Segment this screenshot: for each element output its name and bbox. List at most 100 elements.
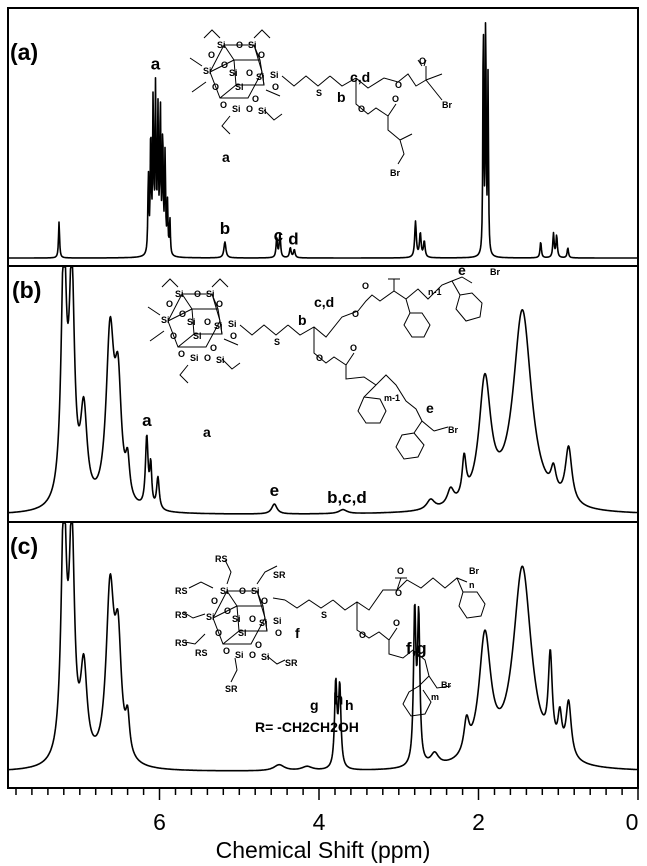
rs-group: RS [175,610,188,620]
oxygen-atom: O [395,80,402,90]
spectra-layer [8,22,638,772]
r-definition: R= -CH2CH2OH [255,719,359,735]
si-atom: Si [203,66,212,76]
o-atom: O [211,596,218,606]
label-h: h [345,697,354,713]
label-g: g [310,697,319,713]
poss-cage-a: Si O Si O O Si O Si O Si Si O Si O O O S… [189,29,283,135]
panel-label-c: (c) [10,533,38,559]
si-atom: Si [217,40,226,50]
oxygen-atom: O [350,343,357,353]
si-atom: Si [206,612,215,622]
label-b: b [337,89,346,105]
label-b: b [298,312,307,328]
oxygen-atom: O [397,566,404,576]
sr-group: SR [285,658,298,668]
spectrum-trace-2 [8,266,638,515]
peak-label: f,g [406,639,427,658]
o-atom: O [246,104,253,114]
o-atom: O [215,628,222,638]
o-atom: O [230,331,237,341]
o-atom: O [252,94,259,104]
bromine-atom: Br [490,267,500,277]
oxygen-atom: O [352,309,359,319]
label-f: f [295,625,300,641]
si-atom: Si [232,614,241,624]
peak-label: b [220,219,230,238]
bromine-atom: Br [442,100,452,110]
peak-label: a [142,411,152,430]
si-atom: Si [187,317,196,327]
o-atom: O [210,343,217,353]
sr-group: SR [273,570,286,580]
o-atom: O [179,309,186,319]
x-tick-label: 0 [626,809,639,835]
x-axis-title: Chemical Shift (ppm) [216,837,431,863]
x-axis: 6 4 2 0 [15,788,639,835]
bromine-atom: Br [441,680,451,690]
panel-label-b: (b) [12,277,41,303]
si-atom: Si [248,40,257,50]
peak-annotation-layer: a b c d a e b,c,d h f,g [142,54,427,708]
o-atom: O [204,353,211,363]
o-atom: O [261,596,268,606]
poss-cage-b: Si O Si O O Si O Si O Si Si O Si O O O S… [147,278,241,384]
o-atom: O [249,650,256,660]
si-atom: Si [232,104,241,114]
spectrum-trace-3 [8,522,638,772]
si-atom: Si [216,355,225,365]
o-atom: O [208,50,215,60]
oxygen-atom: O [392,94,399,104]
label-a: a [203,424,211,440]
o-atom: O [204,317,211,327]
structure-a: Si O Si O O Si O Si O Si Si O Si O O O S… [189,29,452,178]
o-atom: O [258,50,265,60]
o-atom: O [246,68,253,78]
si-atom: Si [228,319,237,329]
si-atom: Si [251,586,260,596]
peak-label: h [333,689,343,708]
o-atom: O [178,349,185,359]
label-a: a [222,149,230,165]
si-atom: Si [161,315,170,325]
panel-label-a: (a) [10,39,38,65]
label-cd: c,d [314,294,334,310]
x-tick-label: 4 [313,809,326,835]
oxygen-atom: O [316,353,323,363]
x-tick-label: 2 [472,809,485,835]
o-atom: O [249,614,256,624]
si-atom: Si [235,82,244,92]
oxygen-atom: O [358,104,365,114]
si-atom: Si [220,586,229,596]
si-atom: Si [206,289,215,299]
si-atom: Si [258,106,267,116]
o-atom: O [272,82,279,92]
peak-label: a [151,54,161,73]
si-atom: Si [238,628,247,638]
sulfur-atom: S [274,337,280,347]
si-atom: Si [235,650,244,660]
oxygen-atom: O [362,281,369,291]
si-atom: Si [256,72,265,82]
spectrum-trace-1 [8,22,638,259]
repeat-n: n [469,580,475,590]
rs-group: RS [215,554,228,564]
label-e-lower: e [426,400,434,416]
peak-label: b,c,d [327,488,367,507]
peak-label: c [274,226,283,245]
bromine-atom: Br [390,168,400,178]
o-atom: O [221,60,228,70]
sulfur-atom: S [316,88,322,98]
rs-group: RS [195,648,208,658]
si-atom: Si [175,289,184,299]
structure-c: Si O Si O O Si O Si O Si Si O Si O O O S… [175,554,486,735]
oxygen-atom: O [393,618,400,628]
si-atom: Si [193,331,202,341]
si-atom: Si [261,652,270,662]
sr-group: SR [225,684,238,694]
bromine-atom: Br [448,425,458,435]
poss-cage-c: Si O Si O O Si O Si O Si Si O Si O O O S… [206,586,282,662]
o-atom: O [220,100,227,110]
o-atom: O [194,289,201,299]
